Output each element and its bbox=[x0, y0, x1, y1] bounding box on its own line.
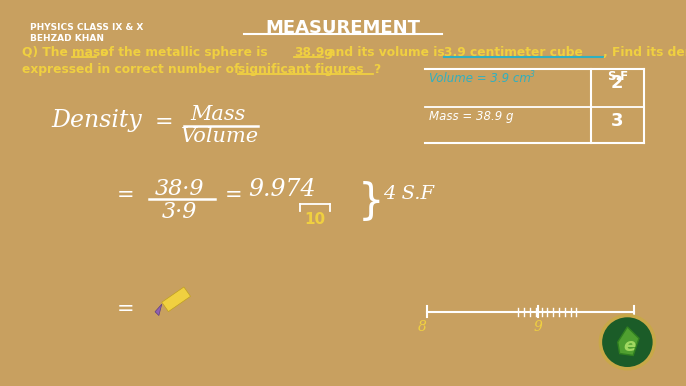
Text: S.F: S.F bbox=[606, 71, 628, 83]
Text: expressed in correct number of: expressed in correct number of bbox=[22, 63, 244, 76]
Text: PHYSICS CLASS IX & X: PHYSICS CLASS IX & X bbox=[29, 23, 143, 32]
Text: =: = bbox=[224, 185, 242, 205]
Text: significant figures: significant figures bbox=[238, 63, 364, 76]
Text: 10: 10 bbox=[305, 212, 326, 227]
Text: Q) The: Q) The bbox=[22, 46, 72, 59]
Text: =: = bbox=[117, 300, 134, 319]
Text: 38·9: 38·9 bbox=[155, 178, 204, 200]
Text: 9: 9 bbox=[533, 320, 542, 334]
Text: of the metallic sphere is: of the metallic sphere is bbox=[96, 46, 272, 59]
Text: 10: 10 bbox=[628, 320, 646, 334]
Text: }: } bbox=[357, 181, 384, 223]
Text: 9.974: 9.974 bbox=[248, 178, 316, 201]
Text: Mass = 38.9 g: Mass = 38.9 g bbox=[429, 110, 513, 124]
Text: e: e bbox=[623, 337, 635, 355]
Circle shape bbox=[600, 315, 654, 369]
Text: 4 S.F: 4 S.F bbox=[383, 185, 434, 203]
Text: and its volume is: and its volume is bbox=[322, 46, 449, 59]
Text: Density: Density bbox=[51, 109, 141, 132]
Text: Volume: Volume bbox=[181, 127, 259, 146]
Text: Mass: Mass bbox=[191, 105, 246, 124]
Text: 3: 3 bbox=[530, 71, 535, 80]
Text: =: = bbox=[155, 112, 174, 132]
Text: 3·9: 3·9 bbox=[162, 201, 197, 223]
Text: 3: 3 bbox=[611, 112, 624, 130]
Polygon shape bbox=[155, 304, 162, 315]
Text: mass: mass bbox=[72, 46, 108, 59]
Text: , Find its density: , Find its density bbox=[603, 46, 686, 59]
Polygon shape bbox=[617, 327, 639, 356]
Text: ?: ? bbox=[373, 63, 380, 76]
Text: BEHZAD KHAN: BEHZAD KHAN bbox=[29, 34, 104, 43]
Bar bbox=[162, 287, 191, 312]
Text: 2: 2 bbox=[611, 74, 624, 92]
Text: 8: 8 bbox=[418, 320, 427, 334]
Text: =: = bbox=[117, 185, 134, 205]
Text: Volume = 3.9 cm: Volume = 3.9 cm bbox=[429, 72, 531, 85]
Text: 3.9 centimeter cube: 3.9 centimeter cube bbox=[445, 46, 583, 59]
Text: MEASUREMENT: MEASUREMENT bbox=[265, 19, 421, 37]
Text: 38.9g: 38.9g bbox=[294, 46, 333, 59]
